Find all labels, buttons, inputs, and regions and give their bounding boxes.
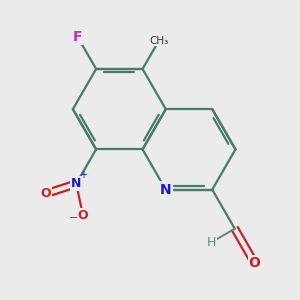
Text: H: H (207, 236, 216, 249)
Text: +: + (79, 170, 87, 180)
Text: O: O (78, 209, 88, 222)
Text: N: N (160, 183, 172, 196)
Text: CH₃: CH₃ (149, 36, 168, 46)
Text: N: N (71, 177, 81, 190)
Text: −: − (69, 212, 79, 223)
Text: O: O (40, 187, 51, 200)
Text: F: F (73, 30, 82, 44)
Text: O: O (249, 256, 261, 270)
